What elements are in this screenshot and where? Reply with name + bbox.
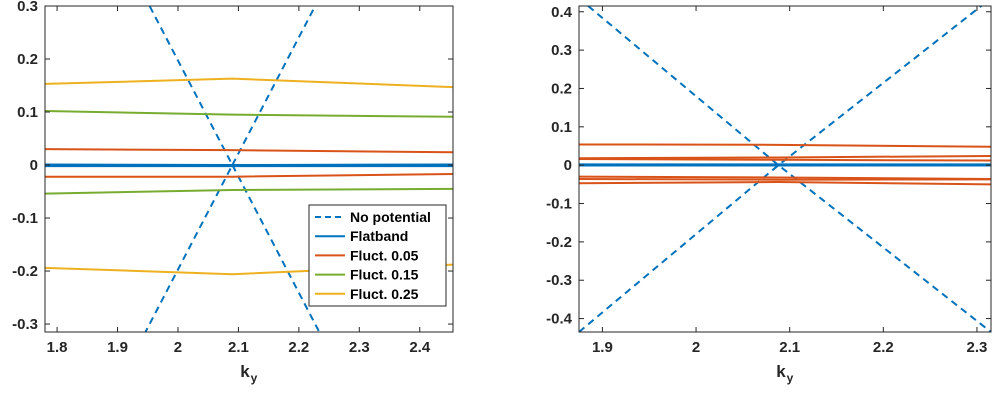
y-tick-label: 0 [30, 157, 38, 174]
x-tick-label: 2.3 [349, 339, 370, 356]
y-tick-label: 0.2 [551, 80, 572, 97]
x-tick-label: 2 [692, 339, 700, 356]
series-line-no-potential-1 [144, 164, 234, 332]
x-tick-label: 1.9 [592, 339, 613, 356]
series-line-no-potential-0 [586, 6, 991, 332]
series-line-fluct-0-05-6 [579, 158, 991, 162]
y-tick-label: 0 [564, 157, 572, 174]
legend: No potential Flatband Fluct. 0.05 Fluct. 0.… [308, 204, 447, 307]
axes-box [578, 5, 992, 333]
series-line-fluct-0-05-7 [579, 175, 991, 180]
y-tick-label: 0.1 [551, 119, 572, 136]
x-tick-label: 1.9 [107, 339, 128, 356]
legend-entry-label: Fluct. 0.25 [350, 286, 419, 302]
x-tick-label: 2.2 [288, 339, 309, 356]
y-tick-label: 0.4 [551, 4, 573, 21]
x-axis-label-subscript: y [787, 371, 794, 385]
x-tick-label: 1.8 [47, 339, 68, 356]
y-tick-label: -0.1 [12, 210, 38, 227]
series-line-fluct-0-05-9 [579, 181, 991, 186]
series-line-fluct-0-05-7 [45, 173, 453, 178]
y-tick-label: 0.1 [17, 104, 38, 121]
x-tick-label: 2.4 [409, 339, 431, 356]
x-axis-label-subscript: y [251, 371, 258, 385]
x-tick-label: 2.1 [228, 339, 249, 356]
y-tick-label: -0.1 [546, 196, 572, 213]
x-tick-label: 2.2 [873, 339, 894, 356]
y-tick-label: 0.3 [551, 42, 572, 59]
chart-panel-2: 1.9 2 2.1 2.2 2.3 -0.4 -0.3 -0.2 -0.1 0 0.1 0.2 0.3 0… [546, 4, 992, 385]
x-tick-label: 2 [174, 339, 182, 356]
y-tick-label: -0.3 [546, 272, 572, 289]
series-line-no-potential-0 [148, 6, 234, 166]
y-tick-label: -0.2 [12, 263, 38, 280]
series-line-fluct-0-05-4 [579, 143, 991, 148]
series-line-flatband-4 [45, 163, 453, 167]
series-line-fluct-0-05-8 [579, 177, 991, 181]
series-line-no-potential-1 [579, 6, 983, 332]
chart-panel-1: 1.8 1.9 2 2.1 2.2 2.3 2.4 -0.3 -0.2 -0.1 0 0.1 0.2 0.… [12, 0, 454, 385]
series-line-fluct-0-15-9 [45, 187, 453, 195]
legend-entry-label: Fluct. 0.05 [350, 247, 419, 263]
x-tick-label: 2.3 [967, 339, 988, 356]
legend-entry-label: Fluct. 0.15 [350, 267, 419, 283]
series-group [579, 6, 991, 332]
y-tick-label: -0.2 [546, 234, 572, 251]
y-tick-label: 0.3 [17, 0, 38, 15]
y-tick-label: -0.4 [546, 311, 573, 328]
series-line-no-potential-3 [231, 164, 321, 332]
legend-entry-label: No potential [350, 209, 431, 225]
y-tick-label: 0.2 [17, 51, 38, 68]
y-tick-label: -0.3 [12, 316, 38, 333]
axes-box [44, 5, 454, 333]
series-line-no-potential-2 [231, 6, 317, 166]
series-line-fluct-0-15-8 [45, 109, 453, 118]
x-axis-label: k [776, 362, 786, 381]
plot-area [579, 6, 991, 332]
series-line-fluct-0-05-5 [579, 154, 991, 160]
legend-entry-label: Flatband [350, 228, 408, 244]
x-tick-label: 2.1 [779, 339, 800, 356]
x-axis-label: k [240, 362, 250, 381]
series-line-fluct-0-25-10 [45, 77, 453, 89]
series-line-fluct-0-05-6 [45, 148, 453, 154]
